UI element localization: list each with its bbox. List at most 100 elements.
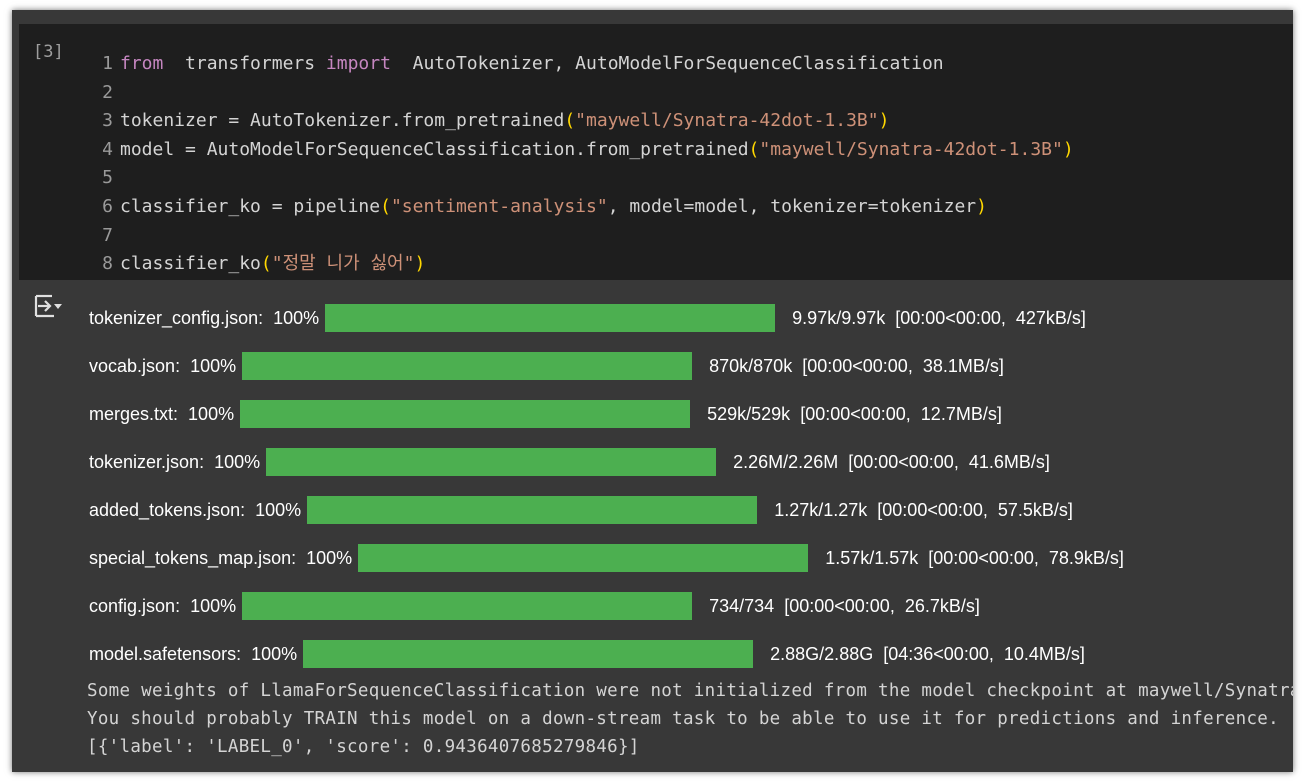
progress-label: config.json: 100%: [89, 595, 237, 616]
progress-bar: [358, 544, 809, 572]
line-number: 8: [102, 253, 113, 275]
code-text: model = AutoModelForSequenceClassificati…: [120, 136, 1074, 164]
progress-percent: 100%: [255, 499, 302, 520]
code-token: ): [414, 253, 426, 275]
download-progress-row: config.json: 100% 734/734 [00:00<00:00, 2…: [89, 591, 980, 621]
timing: [00:00<00:00, 427kB/s]: [895, 307, 1086, 328]
progress-label: vocab.json: 100%: [89, 355, 237, 376]
code-text: tokenizer = AutoTokenizer.from_pretraine…: [120, 107, 889, 135]
size-count: 529k/529k: [707, 403, 791, 424]
code-token: (: [564, 110, 576, 132]
timing: [00:00<00:00, 26.7kB/s]: [784, 595, 980, 616]
progress-bar: [266, 448, 717, 476]
size-count: 2.88G/2.88G: [770, 643, 874, 664]
file-name: merges.txt: [89, 403, 174, 424]
download-progress-row: merges.txt: 100% 529k/529k [00:00<00:00, …: [89, 399, 1002, 429]
timing: [00:00<00:00, 38.1MB/s]: [802, 355, 1004, 376]
code-token: from: [120, 53, 164, 74]
code-token: (: [260, 253, 272, 275]
size-count: 870k/870k: [709, 355, 793, 376]
line-number: 4: [102, 138, 113, 160]
result-output: [{'label': 'LABEL_0', 'score': 0.9436407…: [87, 737, 640, 757]
size-count: 1.57k/1.57k: [825, 547, 919, 568]
progress-label: merges.txt: 100%: [89, 403, 235, 424]
progress-stats: 9.97k/9.97k [00:00<00:00, 427kB/s]: [792, 308, 1086, 329]
line-number: 3: [102, 110, 113, 132]
timing: [04:36<00:00, 10.4MB/s]: [883, 643, 1085, 664]
code-token: import: [325, 53, 391, 74]
progress-label: special_tokens_map.json: 100%: [89, 547, 353, 568]
code-token: "정말 니가 싫어": [271, 253, 415, 275]
code-token: "maywell/Synatra-42dot-1.3B": [759, 138, 1063, 160]
line-number: 6: [102, 196, 113, 217]
download-progress-row: model.safetensors: 100% 2.88G/2.88G [04:3…: [89, 639, 1085, 669]
size-count: 2.26M/2.26M: [733, 451, 839, 472]
code-token: "sentiment-analysis": [390, 196, 608, 217]
timing: [00:00<00:00, 41.6MB/s]: [848, 451, 1050, 472]
progress-fill: [266, 448, 717, 476]
progress-percent: 100%: [190, 595, 237, 616]
download-progress-row: tokenizer_config.json: 100% 9.97k/9.97k […: [89, 303, 1086, 333]
progress-fill: [303, 640, 754, 668]
progress-percent: 100%: [273, 307, 320, 328]
progress-stats: 2.88G/2.88G [04:36<00:00, 10.4MB/s]: [770, 644, 1085, 665]
progress-stats: 2.26M/2.26M [00:00<00:00, 41.6MB/s]: [733, 452, 1050, 473]
code-editor[interactable]: [3] 1 from transformers import AutoTokeni…: [19, 24, 1293, 280]
stderr-line-1: Some weights of LlamaForSequenceClassifi…: [87, 681, 1293, 701]
code-token: tokenizer = AutoTokenizer.from_pretraine…: [120, 110, 565, 132]
progress-percent: 100%: [214, 451, 261, 472]
line-number: 7: [102, 224, 113, 246]
progress-bar: [242, 592, 693, 620]
code-token: classifier_ko = pipeline: [120, 196, 381, 217]
download-progress-row: vocab.json: 100% 870k/870k [00:00<00:00, …: [89, 351, 1004, 381]
file-name: model.safetensors: [89, 643, 237, 664]
size-count: 1.27k/1.27k: [774, 499, 868, 520]
file-name: added_tokens.json: [89, 499, 241, 520]
code-token: model = AutoModelForSequenceClassificati…: [120, 138, 749, 160]
progress-stats: 734/734 [00:00<00:00, 26.7kB/s]: [709, 596, 980, 617]
code-token: AutoTokenizer, AutoModelForSequenceClass…: [390, 53, 944, 74]
progress-label: model.safetensors: 100%: [89, 643, 298, 664]
download-progress-row: special_tokens_map.json: 100% 1.57k/1.57k…: [89, 543, 1124, 573]
code-token: ): [878, 110, 890, 132]
file-name: special_tokens_map.json: [89, 547, 292, 568]
size-count: 734/734: [709, 595, 775, 616]
progress-percent: 100%: [251, 643, 298, 664]
code-token: (: [748, 138, 760, 160]
progress-stats: 529k/529k [00:00<00:00, 12.7MB/s]: [707, 404, 1002, 425]
file-name: vocab.json: [89, 355, 176, 376]
progress-bar: [303, 640, 754, 668]
timing: [00:00<00:00, 57.5kB/s]: [877, 499, 1073, 520]
timing: [00:00<00:00, 78.9kB/s]: [928, 547, 1124, 568]
progress-percent: 100%: [306, 547, 353, 568]
code-token: transformers: [163, 53, 326, 74]
code-text: classifier_ko = pipeline("sentiment-anal…: [120, 193, 987, 221]
code-text: classifier_ko("정말 니가 싫어"): [120, 250, 425, 278]
output-toggle-icon[interactable]: [32, 292, 66, 320]
line-number: 5: [102, 167, 113, 189]
progress-label: tokenizer.json: 100%: [89, 451, 261, 472]
file-name: tokenizer_config.json: [89, 307, 259, 328]
progress-fill: [358, 544, 809, 572]
progress-fill: [242, 352, 693, 380]
progress-stats: 1.57k/1.57k [00:00<00:00, 78.9kB/s]: [825, 548, 1124, 569]
progress-percent: 100%: [188, 403, 235, 424]
size-count: 9.97k/9.97k: [792, 307, 886, 328]
timing: [00:00<00:00, 12.7MB/s]: [800, 403, 1002, 424]
download-progress-row: tokenizer.json: 100% 2.26M/2.26M [00:00<0…: [89, 447, 1050, 477]
line-number: 2: [102, 81, 113, 103]
line-number: 1: [102, 53, 113, 74]
progress-bar: [242, 352, 693, 380]
file-name: tokenizer.json: [89, 451, 200, 472]
progress-fill: [242, 592, 693, 620]
progress-stats: 870k/870k [00:00<00:00, 38.1MB/s]: [709, 356, 1004, 377]
code-token: "maywell/Synatra-42dot-1.3B": [575, 110, 879, 132]
stderr-line-2: You should probably TRAIN this model on …: [87, 709, 1279, 729]
progress-label: tokenizer_config.json: 100%: [89, 307, 320, 328]
code-token: classifier_ko: [120, 253, 261, 275]
progress-bar: [325, 304, 776, 332]
code-text: from transformers import AutoTokenizer, …: [120, 50, 944, 78]
code-token: (: [380, 196, 391, 217]
progress-percent: 100%: [190, 355, 237, 376]
progress-fill: [307, 496, 758, 524]
